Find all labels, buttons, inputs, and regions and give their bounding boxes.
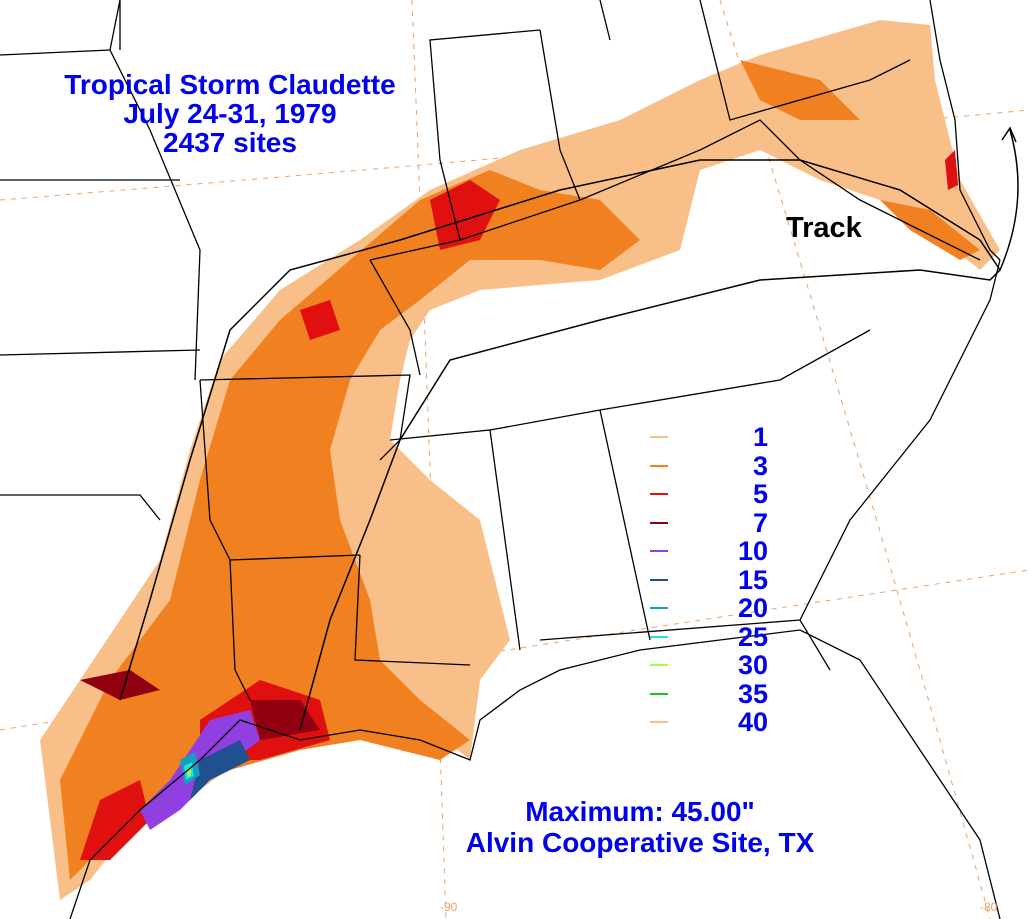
rainfall-3in [60,60,980,880]
legend-item: 25 [650,623,790,651]
legend-label: 3 [752,450,768,481]
legend-item: 20 [650,594,790,622]
legend-swatch [650,436,668,438]
legend-swatch [650,664,668,666]
legend-swatch [650,721,668,723]
rainfall-15in [190,740,250,800]
legend-swatch [650,607,668,609]
legend-item: 1 [650,423,790,451]
title-line-1: Tropical Storm Claudette [64,69,396,100]
title-line-2: July 24-31, 1979 [123,98,337,129]
title-line-3: 2437 sites [163,127,297,158]
legend-item: 3 [650,452,790,480]
legend-label: 7 [752,507,768,538]
legend-label: 25 [737,621,768,652]
legend-label: 10 [737,536,768,566]
legend-label: 35 [737,678,768,709]
legend-label: 30 [737,650,768,680]
legend-item: 5 [650,480,790,508]
legend-label: 15 [737,564,768,595]
legend-label: 5 [752,479,768,509]
legend-swatch [650,550,668,552]
legend-item: 15 [650,566,790,594]
legend-item: 30 [650,651,790,679]
track-label: Track [786,212,862,244]
legend-swatch [650,692,668,695]
legend-item: 40 [650,708,790,736]
legend-swatch [650,578,668,581]
rainfall-7in [80,670,320,740]
lon-label-80: -80 [980,900,998,914]
legend-swatch [650,464,668,467]
legend-swatch [650,635,668,638]
legend-label: 1 [752,422,768,452]
lon-label-90: -90 [440,900,458,914]
coastline [69,0,1001,919]
legend-item: 7 [650,509,790,537]
legend-swatch [650,521,668,524]
legend-item: 35 [650,680,790,708]
maximum-value: Maximum: 45.00" [525,796,755,827]
legend-label: 20 [737,593,768,623]
maximum-site: Alvin Cooperative Site, TX [465,827,815,858]
legend-label: 40 [737,707,768,737]
legend-item: 10 [650,537,790,565]
legend-swatch [650,493,668,495]
storm-track [119,126,1019,731]
